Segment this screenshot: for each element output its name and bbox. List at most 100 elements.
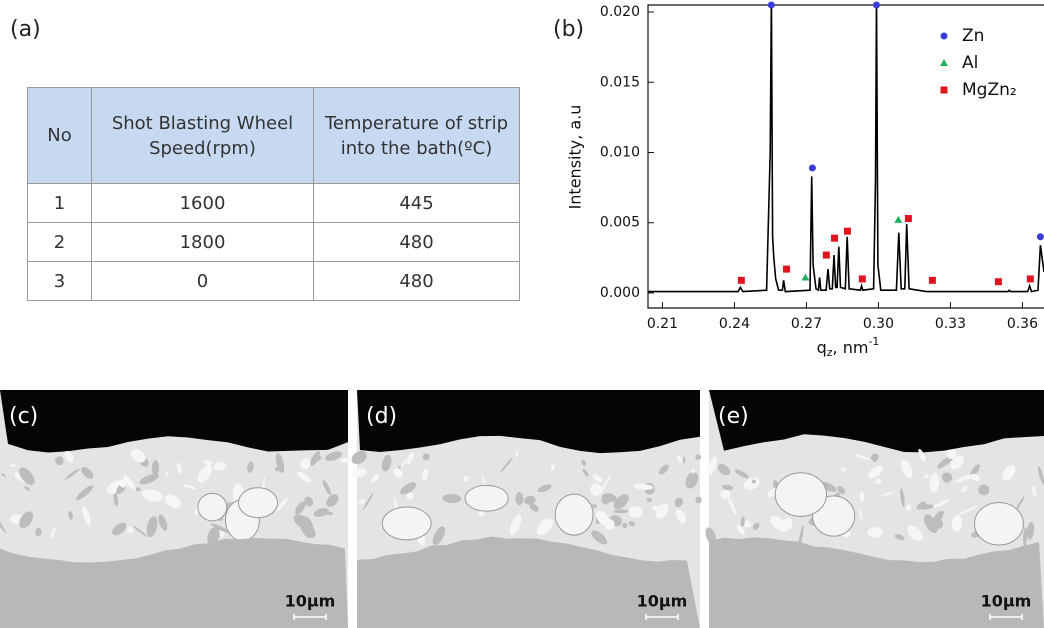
marker [843, 227, 851, 235]
panel-label: (a) [10, 17, 41, 42]
phase [658, 464, 669, 475]
phase [894, 534, 905, 541]
zn-grain [774, 472, 828, 517]
phase [695, 454, 702, 460]
phase [601, 493, 617, 503]
phase [297, 471, 312, 483]
phase [950, 455, 964, 470]
legend-marker [940, 86, 948, 94]
phase [682, 456, 686, 464]
marker [994, 278, 1002, 286]
phase [463, 475, 469, 482]
phase [951, 515, 963, 532]
cell: 2 [27, 222, 92, 262]
marker [858, 275, 866, 283]
epoxy [0, 390, 348, 453]
phase [19, 511, 34, 529]
phase [591, 503, 597, 509]
phase [112, 522, 127, 536]
phase [1031, 485, 1037, 497]
phase [371, 474, 379, 483]
phase [274, 465, 284, 472]
phase [393, 468, 403, 478]
micrograph: (e) 10μm [705, 390, 1044, 628]
y-tick-label: 0.015 [600, 74, 640, 90]
phase [82, 506, 91, 526]
phase [958, 505, 978, 515]
zn-grain [238, 487, 279, 519]
phase [1037, 466, 1044, 485]
x-label-sup: -1 [868, 335, 879, 348]
cell: 480 [313, 261, 520, 301]
scale-label: 10μm [637, 592, 688, 611]
phase [146, 516, 158, 538]
phase [214, 462, 227, 471]
phase [55, 456, 64, 466]
phase [613, 494, 629, 510]
phase [798, 525, 804, 547]
marker [808, 164, 816, 172]
phase [676, 455, 683, 463]
phase [970, 473, 980, 482]
phase [604, 519, 615, 531]
phase [432, 526, 446, 546]
phase [978, 484, 990, 496]
phase [326, 494, 339, 507]
phase [740, 516, 745, 528]
phase [400, 459, 407, 469]
phase [421, 468, 429, 481]
phase [210, 523, 230, 533]
marker [1026, 275, 1034, 283]
phase [736, 524, 746, 535]
phase [695, 496, 702, 504]
phase [1026, 521, 1035, 540]
legend-label: Al [962, 53, 978, 73]
phase [722, 484, 734, 491]
phase [247, 461, 254, 473]
xrd-line [648, 5, 1044, 293]
phase [509, 514, 522, 535]
cell: 445 [313, 183, 520, 223]
phase [76, 485, 94, 501]
marker [830, 234, 838, 242]
phase [735, 469, 749, 479]
phase [916, 501, 927, 510]
phase [24, 486, 30, 491]
phase [130, 449, 146, 463]
phase [515, 450, 519, 458]
phase [478, 510, 485, 517]
phase [918, 448, 926, 462]
phase [946, 449, 957, 459]
phase [64, 450, 74, 463]
phase [550, 464, 556, 472]
phase [203, 459, 212, 466]
y-tick-label: 0.020 [600, 4, 640, 20]
table: No Shot Blasting Wheel Speed(rpm) Temper… [27, 87, 520, 301]
phase [676, 510, 686, 524]
phase [691, 469, 696, 474]
phase [207, 527, 220, 545]
micrograph: (d) 10μm [351, 390, 702, 628]
phase [923, 474, 930, 478]
phase [151, 460, 160, 477]
phase [628, 521, 635, 527]
phase [633, 483, 654, 490]
phase [656, 503, 669, 519]
phase [165, 470, 169, 476]
phase [867, 527, 883, 538]
x-axis-label: qz, nm-1 [817, 335, 880, 359]
x-tick-label: 0.33 [935, 316, 966, 332]
phase [351, 468, 367, 478]
marker [801, 273, 810, 281]
cell: 0 [91, 261, 314, 301]
cell: 1800 [91, 222, 314, 262]
phase [932, 510, 944, 526]
phase [135, 487, 141, 492]
x-label-part: q [817, 338, 827, 357]
marker [894, 215, 903, 223]
phase [322, 480, 332, 496]
y-tick-label: 0.000 [600, 285, 640, 301]
phase [176, 462, 182, 474]
phase [859, 508, 863, 522]
phase [592, 474, 603, 483]
